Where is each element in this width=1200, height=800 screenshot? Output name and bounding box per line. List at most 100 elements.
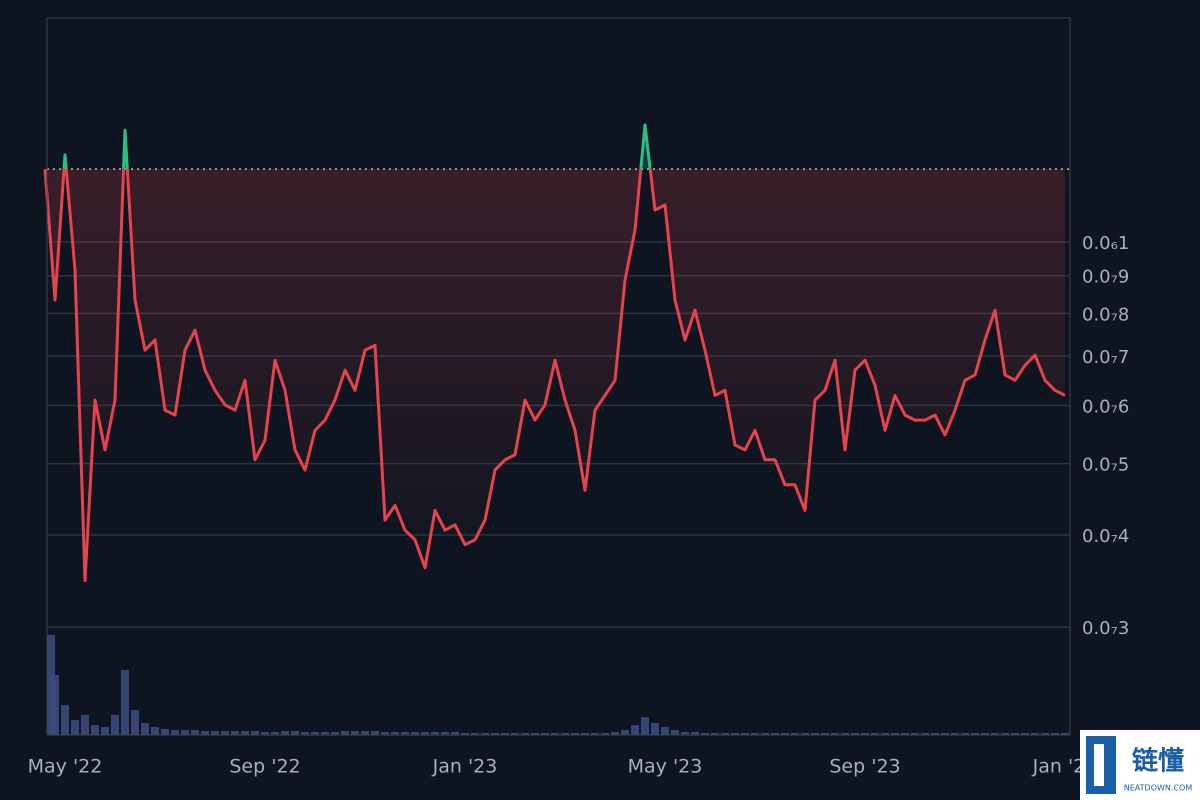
watermark-subtext: NEATDOWN.COM: [1124, 784, 1193, 793]
volume-bar: [831, 733, 839, 735]
y-tick-label: 0.0₇9: [1082, 267, 1129, 288]
volume-bar: [371, 731, 379, 735]
volume-bar: [1021, 733, 1029, 735]
volume-bar: [281, 731, 289, 735]
volume-bar: [391, 732, 399, 735]
volume-bar: [611, 732, 619, 735]
volume-bar: [1041, 733, 1049, 735]
volume-bar: [361, 731, 369, 735]
volume-bar: [521, 733, 529, 735]
volume-bar: [141, 723, 149, 735]
area-below: [45, 169, 1065, 581]
volume-bar: [311, 732, 319, 735]
volume-bar: [171, 730, 179, 735]
volume-bar: [191, 730, 199, 735]
volume-bar: [1051, 733, 1059, 735]
volume-bar: [301, 732, 309, 735]
volume-bar: [471, 733, 479, 735]
volume-bar: [501, 733, 509, 735]
volume-bar: [751, 733, 759, 735]
volume-bar: [381, 732, 389, 735]
volume-bar: [781, 733, 789, 735]
volume-bar: [571, 733, 579, 735]
volume-bar: [161, 729, 169, 735]
volume-bar: [771, 733, 779, 735]
volume-bar: [651, 723, 659, 735]
volume-bar: [351, 731, 359, 735]
volume-bar: [911, 733, 919, 735]
volume-bar: [121, 670, 129, 735]
volume-bar: [1031, 733, 1039, 735]
price-line: [43, 169, 1066, 582]
axis-frame: [47, 17, 1071, 735]
volume-bar: [151, 727, 159, 735]
volume-bar: [511, 733, 519, 735]
watermark-text: 链懂: [1132, 746, 1184, 777]
volume-bar: [91, 725, 99, 735]
volume-bar: [881, 733, 889, 735]
volume-bar: [841, 733, 849, 735]
volume-bar: [131, 710, 139, 735]
volume-bar: [451, 732, 459, 735]
volume-bar: [341, 731, 349, 735]
x-tick-label: Jan '23: [432, 756, 498, 778]
volume-bar: [981, 733, 989, 735]
volume-bar: [931, 733, 939, 735]
y-tick-label: 0.0₇7: [1082, 347, 1129, 368]
volume-bar: [951, 733, 959, 735]
volume-bar: [1001, 733, 1009, 735]
volume-bar: [61, 705, 69, 735]
volume-bar: [211, 731, 219, 735]
volume-bar: [561, 733, 569, 735]
volume-bar: [941, 733, 949, 735]
volume-bar: [1061, 733, 1069, 735]
volume-bar: [671, 730, 679, 735]
volume-bar: [721, 733, 729, 735]
volume-bar: [231, 731, 239, 735]
volume-bar: [221, 731, 229, 735]
volume-bar: [741, 733, 749, 735]
volume-bar: [871, 733, 879, 735]
volume-bar: [991, 733, 999, 735]
volume-bar: [821, 733, 829, 735]
watermark: 链懂 NEATDOWN.COM: [1080, 730, 1200, 800]
volume-bar: [251, 731, 259, 735]
volume-bar: [541, 733, 549, 735]
volume-bar: [441, 732, 449, 735]
volume-bar: [701, 733, 709, 735]
volume-bar: [601, 733, 609, 735]
volume-bar: [971, 733, 979, 735]
volume-bar: [891, 733, 899, 735]
volume-bar: [621, 730, 629, 735]
volume-bar: [101, 727, 109, 735]
volume-bar: [801, 733, 809, 735]
volume-bar: [71, 720, 79, 735]
volume-bar: [1011, 733, 1019, 735]
y-tick-label: 0.0₇5: [1082, 455, 1129, 476]
volume-bar: [241, 731, 249, 735]
volume-bar: [291, 731, 299, 735]
volume-bar: [481, 733, 489, 735]
volume-bar: [731, 733, 739, 735]
volume-bar: [811, 733, 819, 735]
watermark-logo: [1094, 744, 1104, 786]
volume-bar: [901, 733, 909, 735]
volume-bar: [691, 732, 699, 735]
x-tick-label: May '23: [628, 756, 703, 778]
volume-bar: [261, 732, 269, 735]
volume-bar: [551, 733, 559, 735]
volume-bar: [581, 733, 589, 735]
volume-bar: [591, 733, 599, 735]
volume-bar: [711, 733, 719, 735]
volume-bar: [661, 727, 669, 735]
volume-bar: [851, 733, 859, 735]
y-tick-label: 0.0₆1: [1082, 233, 1129, 254]
volume-bar: [791, 733, 799, 735]
volume-bar: [631, 725, 639, 735]
volume-bar: [111, 715, 119, 735]
volume-bar: [531, 733, 539, 735]
x-tick-label: May '22: [28, 756, 103, 778]
x-tick-label: Sep '22: [229, 756, 300, 778]
y-tick-label: 0.0₇8: [1082, 304, 1129, 325]
